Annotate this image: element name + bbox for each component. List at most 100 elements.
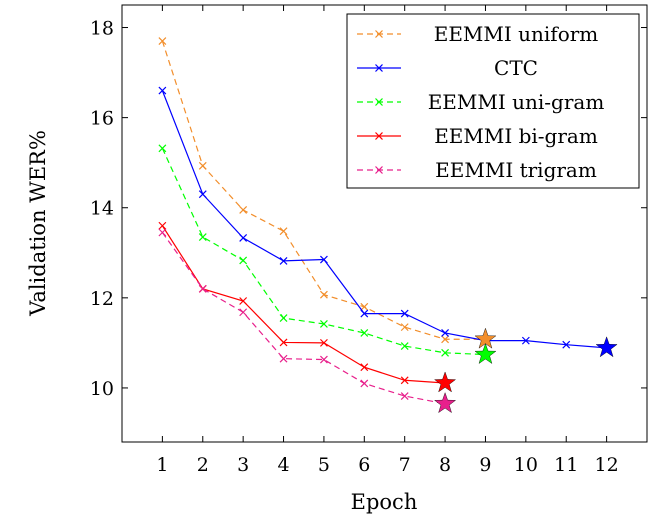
legend-label: EEMMI bi-gram (434, 124, 598, 148)
legend-label: EEMMI uni-gram (428, 90, 605, 114)
data-point-stroke (279, 338, 288, 347)
data-point-stroke (400, 309, 409, 318)
data-point (239, 233, 248, 242)
data-point-stroke (360, 329, 369, 337)
data-point-stroke (360, 302, 369, 311)
legend-entry: EEMMI uniform (357, 22, 598, 46)
x-tick-label: 5 (318, 454, 330, 476)
data-point-stroke (375, 98, 383, 106)
data-point (198, 190, 207, 199)
legend-label: EEMMI trigram (435, 158, 597, 182)
data-point-stroke (239, 297, 248, 305)
data-point-stroke (400, 392, 409, 400)
legend-entry: EEMMI bi-gram (357, 124, 598, 148)
data-point (158, 144, 167, 153)
data-point-stroke (319, 290, 328, 299)
data-point-stroke (375, 30, 383, 38)
data-point (279, 227, 288, 236)
data-point (360, 309, 369, 318)
data-point-stroke (441, 329, 450, 337)
data-point-stroke (279, 256, 288, 265)
data-point (319, 355, 328, 364)
data-point (360, 379, 369, 388)
data-point (400, 376, 409, 385)
series-line (161, 232, 446, 405)
data-point (441, 335, 450, 344)
x-axis-ticks: 1 2 3 4 5 6 7 8 9 10 11 12 (156, 5, 619, 476)
data-point-stroke (158, 86, 167, 95)
y-axis-title: Validation WER% (26, 130, 50, 317)
data-point-stroke (400, 376, 409, 385)
best-epoch-star (474, 342, 497, 364)
data-point (521, 336, 530, 345)
data-point (375, 166, 383, 174)
data-point-stroke (198, 284, 207, 293)
series-3 (158, 144, 490, 359)
legend-label: EEMMI uniform (434, 22, 599, 46)
data-point-stroke (375, 132, 383, 140)
data-point (360, 329, 369, 337)
y-tick-label: 18 (90, 18, 114, 40)
legend-label: CTC (494, 56, 538, 80)
data-point (400, 342, 409, 350)
data-point-stroke (239, 256, 248, 265)
data-point (239, 206, 248, 214)
data-point (319, 255, 328, 264)
data-point (375, 132, 383, 140)
x-tick-label: 8 (439, 454, 451, 476)
data-point (239, 297, 248, 305)
x-tick-label: 11 (554, 454, 578, 476)
data-point (158, 37, 167, 45)
data-point-stroke (158, 37, 167, 45)
data-point-stroke (319, 338, 328, 347)
best-epoch-star (434, 392, 457, 414)
series-line (161, 225, 446, 384)
data-point (279, 256, 288, 265)
y-tick-label: 14 (90, 198, 114, 220)
data-point-stroke (521, 336, 530, 345)
data-point-stroke (400, 323, 409, 332)
data-point-stroke (158, 144, 167, 153)
data-point-stroke (375, 166, 383, 174)
legend-entry: CTC (357, 56, 538, 80)
data-point (375, 30, 383, 38)
data-point-stroke (319, 355, 328, 364)
data-point-stroke (360, 309, 369, 318)
data-point-stroke (375, 64, 383, 72)
legend-entry: EEMMI trigram (357, 158, 597, 182)
plot-frame (121, 4, 648, 443)
data-point (400, 323, 409, 332)
data-point (158, 221, 167, 230)
data-point-stroke (319, 255, 328, 264)
y-tick-label: 12 (90, 288, 114, 310)
data-point-stroke (360, 379, 369, 388)
data-point-stroke (158, 221, 167, 230)
data-point (375, 64, 383, 72)
legend: EEMMI uniform CTC EEMMI uni-gram EEMMI bi-g… (346, 13, 640, 189)
data-point (239, 256, 248, 265)
data-point (360, 302, 369, 311)
data-point (158, 228, 167, 237)
x-axis-title: Epoch (351, 490, 418, 514)
data-point-stroke (239, 233, 248, 242)
data-point (319, 338, 328, 347)
best-epoch-star (434, 371, 457, 393)
data-point (319, 320, 328, 328)
data-point-stroke (279, 314, 288, 323)
data-point (198, 284, 207, 293)
data-point-stroke (441, 335, 450, 344)
x-tick-label: 2 (197, 454, 209, 476)
x-tick-label: 4 (277, 454, 289, 476)
data-point (441, 329, 450, 337)
data-point-stroke (360, 363, 369, 372)
legend-items: EEMMI uniform CTC EEMMI uni-gram EEMMI bi-g… (357, 22, 604, 182)
best-epoch-star (595, 336, 618, 358)
data-point-stroke (239, 308, 248, 317)
data-point (239, 308, 248, 317)
data-point-stroke (158, 228, 167, 237)
data-point-stroke (239, 206, 248, 214)
series-line (161, 90, 607, 349)
data-point-stroke (279, 354, 288, 363)
data-point-stroke (400, 342, 409, 350)
